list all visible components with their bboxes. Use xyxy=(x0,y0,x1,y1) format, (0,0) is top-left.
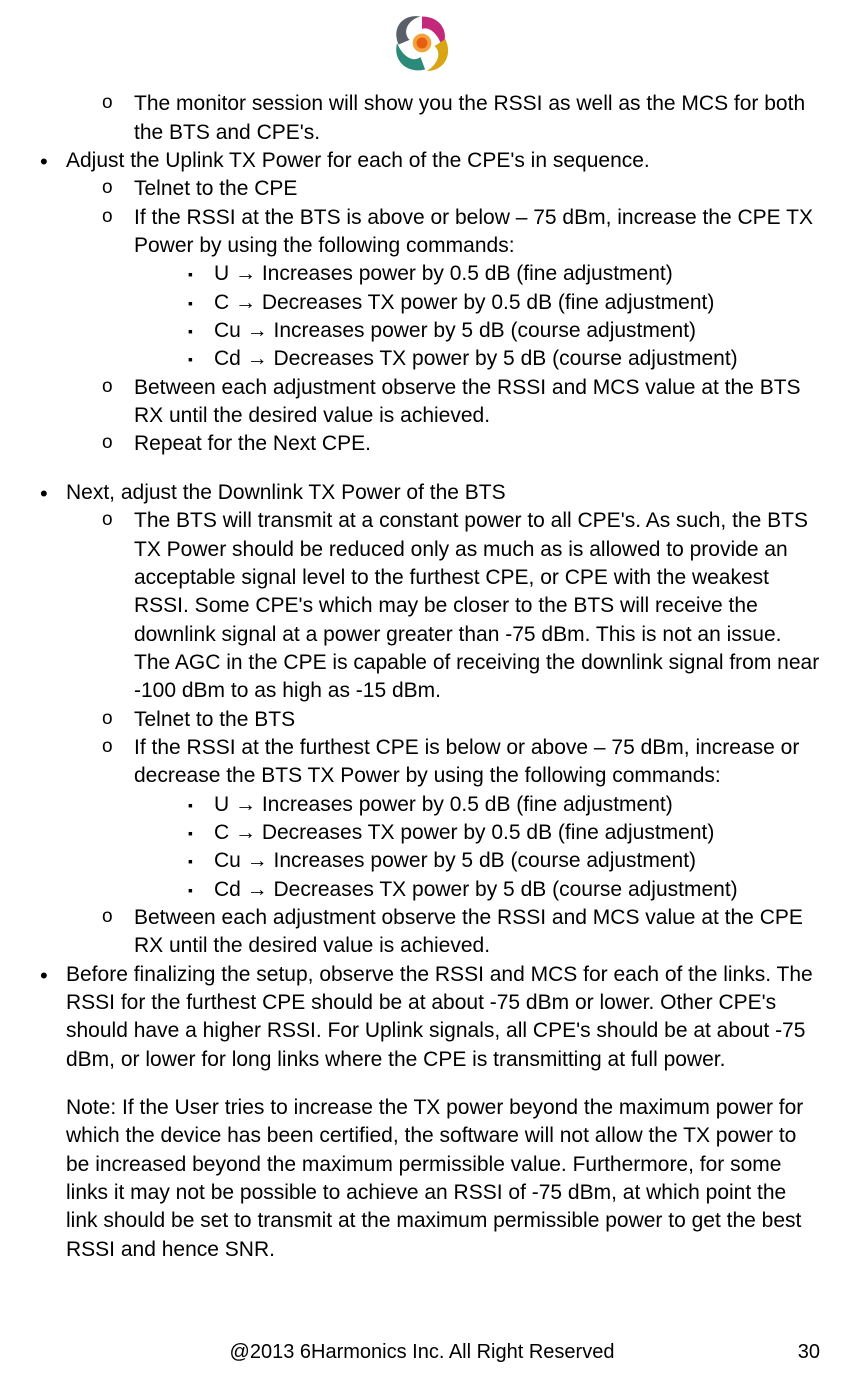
list-item: Telnet to the CPE xyxy=(98,175,820,203)
sublist: The BTS will transmit at a constant powe… xyxy=(66,507,820,961)
header-logo xyxy=(24,0,820,90)
text: If the RSSI at the BTS is above or below… xyxy=(134,206,813,257)
footer-copyright: @2013 6Harmonics Inc. All Right Reserved xyxy=(64,1339,780,1366)
text: The BTS will transmit at a constant powe… xyxy=(134,509,819,702)
text: Between each adjustment observe the RSSI… xyxy=(134,906,803,957)
page: The monitor session will show you the RS… xyxy=(0,0,844,1390)
list-item: U → Increases power by 0.5 dB (fine adju… xyxy=(184,260,820,288)
logo-icon xyxy=(382,8,462,78)
list-item: C → Decreases TX power by 0.5 dB (fine a… xyxy=(184,819,820,847)
sublist: Telnet to the CPE If the RSSI at the BTS… xyxy=(66,175,820,458)
text: Cu → Increases power by 5 dB (course adj… xyxy=(214,849,696,872)
text: Between each adjustment observe the RSSI… xyxy=(134,376,801,427)
list-item: The monitor session will show you the RS… xyxy=(98,90,820,147)
text: Cd → Decreases TX power by 5 dB (course … xyxy=(214,878,738,901)
list-item: Cu → Increases power by 5 dB (course adj… xyxy=(184,317,820,345)
subsublist: U → Increases power by 0.5 dB (fine adju… xyxy=(134,260,820,373)
list-item: Adjust the Uplink TX Power for each of t… xyxy=(36,147,820,459)
page-footer: @2013 6Harmonics Inc. All Right Reserved… xyxy=(0,1339,844,1366)
footer-page-number: 30 xyxy=(780,1339,820,1366)
list-item: The BTS will transmit at a constant powe… xyxy=(98,507,820,705)
main-list-2: Next, adjust the Downlink TX Power of th… xyxy=(24,479,820,1264)
list-item: Before finalizing the setup, observe the… xyxy=(36,961,820,1264)
list-item: C → Decreases TX power by 0.5 dB (fine a… xyxy=(184,289,820,317)
text: Adjust the Uplink TX Power for each of t… xyxy=(66,149,650,172)
text: U → Increases power by 0.5 dB (fine adju… xyxy=(214,262,673,285)
text: Before finalizing the setup, observe the… xyxy=(66,963,813,1071)
text: Telnet to the BTS xyxy=(134,708,295,731)
text: If the RSSI at the furthest CPE is below… xyxy=(134,736,799,787)
text: C → Decreases TX power by 0.5 dB (fine a… xyxy=(214,291,714,314)
list-item: If the RSSI at the furthest CPE is below… xyxy=(98,734,820,904)
list-item: Repeat for the Next CPE. xyxy=(98,430,820,458)
subsublist: U → Increases power by 0.5 dB (fine adju… xyxy=(134,791,820,904)
text: Cu → Increases power by 5 dB (course adj… xyxy=(214,319,696,342)
list-item: Cd → Decreases TX power by 5 dB (course … xyxy=(184,876,820,904)
list-item: Telnet to the BTS xyxy=(98,706,820,734)
list-item: If the RSSI at the BTS is above or below… xyxy=(98,204,820,374)
text: C → Decreases TX power by 0.5 dB (fine a… xyxy=(214,821,714,844)
text: U → Increases power by 0.5 dB (fine adju… xyxy=(214,793,673,816)
main-list: Adjust the Uplink TX Power for each of t… xyxy=(24,147,820,459)
text: Repeat for the Next CPE. xyxy=(134,432,371,455)
pre-sublist: The monitor session will show you the RS… xyxy=(24,90,820,147)
list-item: Cu → Increases power by 5 dB (course adj… xyxy=(184,847,820,875)
text: The monitor session will show you the RS… xyxy=(134,92,805,143)
list-item: Between each adjustment observe the RSSI… xyxy=(98,904,820,961)
text: Cd → Decreases TX power by 5 dB (course … xyxy=(214,347,738,370)
text: Next, adjust the Downlink TX Power of th… xyxy=(66,481,506,504)
list-item: Between each adjustment observe the RSSI… xyxy=(98,374,820,431)
list-item: U → Increases power by 0.5 dB (fine adju… xyxy=(184,791,820,819)
note-paragraph: Note: If the User tries to increase the … xyxy=(66,1094,820,1264)
list-item: Cd → Decreases TX power by 5 dB (course … xyxy=(184,345,820,373)
text: Telnet to the CPE xyxy=(134,177,297,200)
list-item: Next, adjust the Downlink TX Power of th… xyxy=(36,479,820,961)
